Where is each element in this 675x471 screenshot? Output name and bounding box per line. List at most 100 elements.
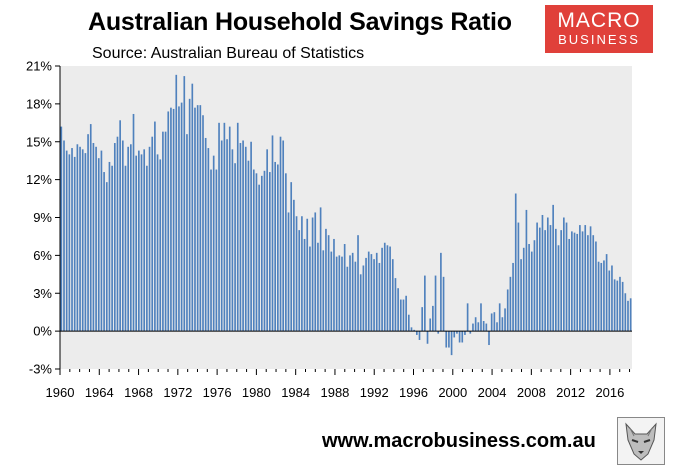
bar bbox=[549, 225, 552, 332]
bar bbox=[119, 120, 121, 332]
bar bbox=[584, 225, 587, 332]
bar bbox=[306, 218, 309, 332]
bar bbox=[170, 107, 172, 332]
x-tick-label: 1984 bbox=[281, 385, 310, 400]
bar bbox=[509, 276, 512, 332]
bar bbox=[76, 144, 79, 332]
bar bbox=[252, 169, 255, 332]
bar bbox=[581, 231, 584, 332]
bar bbox=[84, 153, 87, 332]
y-tick-label: 18% bbox=[26, 96, 52, 111]
bar bbox=[263, 170, 266, 332]
bar bbox=[319, 207, 322, 332]
bar bbox=[456, 331, 458, 334]
bar bbox=[186, 134, 188, 332]
bar bbox=[71, 148, 73, 332]
axes-group bbox=[55, 65, 632, 375]
bar bbox=[458, 331, 461, 343]
bar bbox=[95, 146, 97, 332]
bar bbox=[146, 165, 148, 332]
bar bbox=[613, 279, 616, 332]
bar bbox=[140, 154, 143, 332]
bar bbox=[89, 124, 92, 332]
bar bbox=[434, 275, 437, 332]
footer-url[interactable]: www.macrobusiness.com.au bbox=[322, 430, 596, 452]
bar bbox=[113, 143, 116, 332]
bar bbox=[121, 140, 124, 332]
bar bbox=[242, 140, 244, 332]
bar bbox=[554, 228, 557, 332]
bar bbox=[416, 331, 418, 335]
y-tick-label: 0% bbox=[33, 324, 52, 339]
bar bbox=[571, 231, 573, 332]
bar bbox=[407, 314, 410, 332]
bar bbox=[418, 331, 421, 340]
bar bbox=[525, 209, 528, 332]
bar bbox=[466, 303, 469, 332]
y-tick-labels: -3% 0% 3% 6% 9% 12% 15% 18% 21% bbox=[26, 59, 52, 377]
bar bbox=[268, 172, 271, 332]
bar bbox=[68, 154, 71, 332]
bar bbox=[576, 233, 579, 332]
bar bbox=[552, 204, 554, 332]
bar bbox=[210, 169, 212, 332]
bar bbox=[60, 126, 63, 332]
logo-line-1: MACRO bbox=[557, 9, 641, 32]
bar bbox=[362, 265, 365, 332]
bar bbox=[212, 155, 215, 332]
bar bbox=[266, 149, 268, 332]
bar bbox=[474, 317, 477, 332]
x-tick-label: 1972 bbox=[163, 385, 192, 400]
bar bbox=[236, 122, 239, 332]
bar bbox=[116, 136, 119, 332]
x-tick-label: 1976 bbox=[203, 385, 232, 400]
bar bbox=[619, 276, 621, 332]
bar bbox=[365, 257, 367, 332]
bar bbox=[397, 288, 399, 332]
fox-head-icon bbox=[617, 417, 665, 465]
bar bbox=[341, 256, 343, 332]
bar bbox=[616, 280, 619, 332]
bar bbox=[167, 111, 170, 332]
bar bbox=[223, 122, 226, 332]
bar bbox=[421, 307, 424, 332]
bar bbox=[565, 222, 568, 332]
bar bbox=[105, 182, 108, 332]
bar bbox=[138, 150, 140, 332]
x-tick-label: 1980 bbox=[242, 385, 271, 400]
bar bbox=[325, 228, 327, 332]
bar bbox=[375, 252, 378, 332]
bar bbox=[124, 165, 127, 332]
bar bbox=[399, 299, 402, 332]
x-tick-label: 2008 bbox=[517, 385, 546, 400]
bar bbox=[175, 74, 178, 332]
x-tick-label: 2004 bbox=[478, 385, 507, 400]
bar bbox=[389, 246, 391, 332]
bar bbox=[231, 149, 234, 332]
bar bbox=[501, 317, 504, 332]
bar bbox=[226, 139, 228, 332]
bar bbox=[63, 140, 65, 332]
bar bbox=[402, 299, 405, 332]
logo-line-2: BUSINESS bbox=[558, 32, 640, 47]
bar bbox=[330, 251, 333, 332]
bar bbox=[132, 113, 135, 332]
bar bbox=[496, 322, 498, 332]
bar bbox=[247, 160, 250, 332]
bar bbox=[440, 252, 442, 332]
bar bbox=[426, 331, 429, 344]
bar bbox=[560, 230, 562, 332]
macrobusiness-logo[interactable]: MACRO BUSINESS bbox=[545, 5, 653, 53]
bar bbox=[279, 136, 282, 332]
bar bbox=[92, 143, 95, 332]
bar bbox=[624, 293, 627, 332]
bar bbox=[386, 245, 389, 332]
bar bbox=[135, 155, 138, 332]
bar bbox=[354, 261, 357, 332]
bar bbox=[207, 148, 210, 332]
bar bbox=[73, 156, 76, 332]
y-tick-label: 3% bbox=[33, 286, 52, 301]
bar bbox=[410, 327, 413, 332]
bar bbox=[244, 146, 247, 332]
bar bbox=[608, 270, 611, 332]
